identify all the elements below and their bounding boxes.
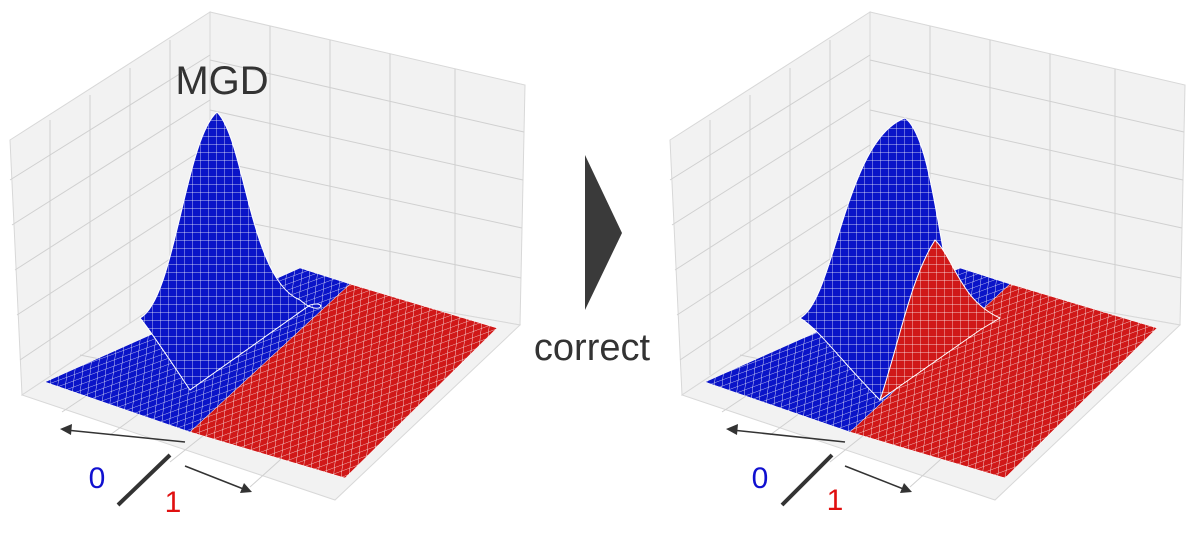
right-legend <box>726 424 912 507</box>
label-1: 1 <box>827 484 844 517</box>
arrow <box>585 155 622 310</box>
label-0: 0 <box>752 462 769 495</box>
left-legend <box>60 424 252 507</box>
plot-title: MGD <box>175 59 268 103</box>
right-plot <box>669 11 1186 501</box>
left-plot <box>9 11 526 501</box>
label-1: 1 <box>165 486 182 519</box>
arrow-label: correct <box>534 327 651 369</box>
label-0: 0 <box>89 462 106 495</box>
